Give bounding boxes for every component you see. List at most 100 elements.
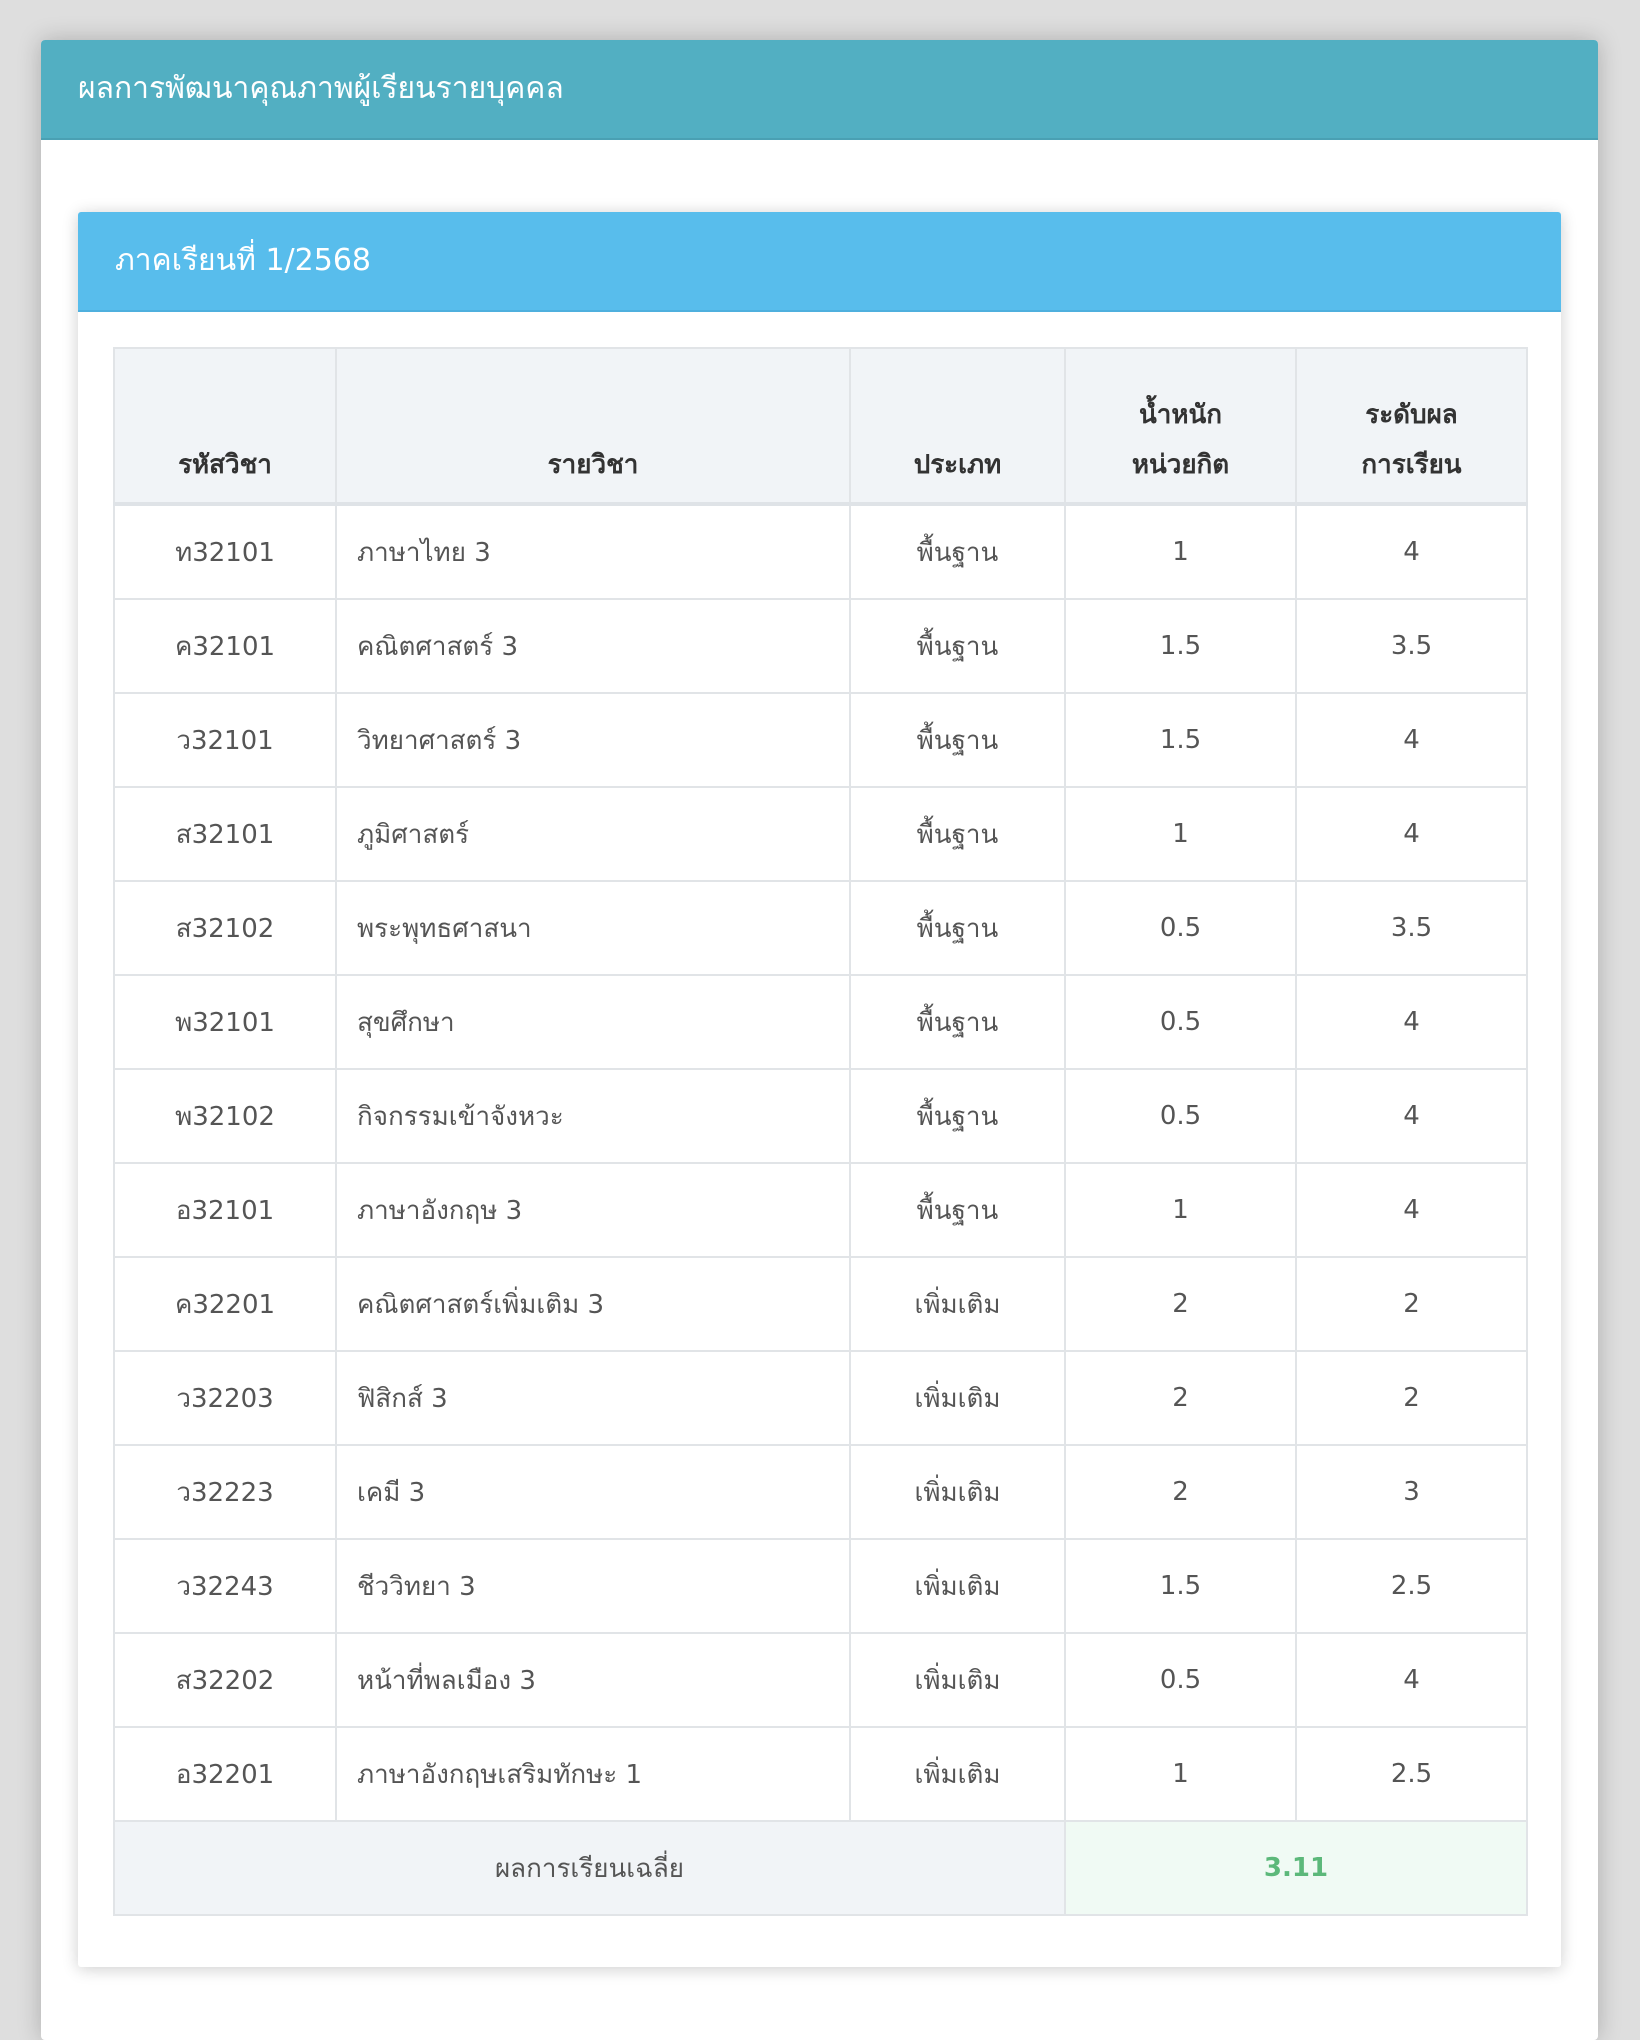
cell-grade: 4 (1295, 1632, 1528, 1728)
gpa-value: 3.11 (1064, 1820, 1528, 1916)
header-grade: ระดับผลการเรียน (1295, 347, 1528, 506)
table-row: อ32201 ภาษาอังกฤษเสริมทักษะ 1 เพิ่มเติม … (113, 1726, 1528, 1822)
cell-credit: 0.5 (1064, 1632, 1297, 1728)
cell-grade: 4 (1295, 692, 1528, 788)
cell-credit: 1 (1064, 786, 1297, 882)
cell-grade: 4 (1295, 786, 1528, 882)
cell-code: ท32101 (113, 503, 337, 600)
table-row: ส32101 ภูมิศาสตร์ พื้นฐาน 1 4 (113, 786, 1528, 882)
cell-type: เพิ่มเติม (849, 1726, 1066, 1822)
panel-title: ผลการพัฒนาคุณภาพผู้เรียนรายบุคคล (41, 40, 1598, 140)
cell-code: ส32102 (113, 880, 337, 976)
cell-type: พื้นฐาน (849, 503, 1066, 600)
header-grade-line1: ระดับผล (1365, 400, 1458, 430)
cell-credit: 2 (1064, 1350, 1297, 1446)
cell-code: อ32101 (113, 1162, 337, 1258)
cell-grade: 4 (1295, 1068, 1528, 1164)
table-row: ส32102 พระพุทธศาสนา พื้นฐาน 0.5 3.5 (113, 880, 1528, 976)
table-row: ว32203 ฟิสิกส์ 3 เพิ่มเติม 2 2 (113, 1350, 1528, 1446)
cell-code: ส32101 (113, 786, 337, 882)
cell-credit: 1.5 (1064, 692, 1297, 788)
header-credit: น้ำหนักหน่วยกิต (1064, 347, 1297, 506)
cell-code: อ32201 (113, 1726, 337, 1822)
semester-card: ภาคเรียนที่ 1/2568 รหัสวิชา รายวิชา ประเ… (78, 212, 1561, 1967)
table-row: ว32243 ชีววิทยา 3 เพิ่มเติม 1.5 2.5 (113, 1538, 1528, 1634)
cell-subject: กิจกรรมเข้าจังหวะ (335, 1068, 851, 1164)
cell-type: พื้นฐาน (849, 974, 1066, 1070)
cell-subject: คณิตศาสตร์ 3 (335, 598, 851, 694)
cell-subject: ภาษาอังกฤษเสริมทักษะ 1 (335, 1726, 851, 1822)
cell-type: พื้นฐาน (849, 598, 1066, 694)
grades-table: รหัสวิชา รายวิชา ประเภท น้ำหนัก หน่วยกิต … (113, 347, 1528, 1916)
cell-subject: วิทยาศาสตร์ 3 (335, 692, 851, 788)
cell-code: ค32201 (113, 1256, 337, 1352)
cell-type: พื้นฐาน (849, 1068, 1066, 1164)
semester-title: ภาคเรียนที่ 1/2568 (78, 212, 1561, 312)
cell-subject: พระพุทธศาสนา (335, 880, 851, 976)
cell-type: เพิ่มเติม (849, 1256, 1066, 1352)
cell-subject: ภาษาไทย 3 (335, 503, 851, 600)
gpa-row: ผลการเรียนเฉลี่ย 3.11 (113, 1820, 1528, 1916)
cell-code: พ32101 (113, 974, 337, 1070)
cell-code: ว32243 (113, 1538, 337, 1634)
cell-credit: 0.5 (1064, 974, 1297, 1070)
cell-type: พื้นฐาน (849, 1162, 1066, 1258)
cell-grade: 4 (1295, 503, 1528, 600)
table-row: ค32101 คณิตศาสตร์ 3 พื้นฐาน 1.5 3.5 (113, 598, 1528, 694)
header-grade-line2: การเรียน (1361, 450, 1462, 480)
header-code: รหัสวิชา (113, 347, 337, 506)
cell-subject: หน้าที่พลเมือง 3 (335, 1632, 851, 1728)
cell-grade: 3.5 (1295, 598, 1528, 694)
cell-code: ค32101 (113, 598, 337, 694)
cell-credit: 1 (1064, 1726, 1297, 1822)
cell-subject: ฟิสิกส์ 3 (335, 1350, 851, 1446)
cell-type: เพิ่มเติม (849, 1444, 1066, 1540)
cell-credit: 1.5 (1064, 598, 1297, 694)
table-row: ท32101 ภาษาไทย 3 พื้นฐาน 1 4 (113, 503, 1528, 600)
cell-code: ว32203 (113, 1350, 337, 1446)
cell-grade: 4 (1295, 974, 1528, 1070)
cell-type: พื้นฐาน (849, 786, 1066, 882)
cell-type: เพิ่มเติม (849, 1350, 1066, 1446)
cell-type: พื้นฐาน (849, 880, 1066, 976)
cell-subject: ภูมิศาสตร์ (335, 786, 851, 882)
table-row: ค32201 คณิตศาสตร์เพิ่มเติม 3 เพิ่มเติม 2… (113, 1256, 1528, 1352)
table-row: พ32102 กิจกรรมเข้าจังหวะ พื้นฐาน 0.5 4 (113, 1068, 1528, 1164)
cell-code: ว32101 (113, 692, 337, 788)
cell-code: ว32223 (113, 1444, 337, 1540)
cell-grade: 3 (1295, 1444, 1528, 1540)
cell-credit: 2 (1064, 1444, 1297, 1540)
table-row: ว32223 เคมี 3 เพิ่มเติม 2 3 (113, 1444, 1528, 1540)
cell-type: เพิ่มเติม (849, 1632, 1066, 1728)
cell-credit: 1 (1064, 503, 1297, 600)
table-row: ว32101 วิทยาศาสตร์ 3 พื้นฐาน 1.5 4 (113, 692, 1528, 788)
cell-grade: 2.5 (1295, 1726, 1528, 1822)
cell-grade: 2 (1295, 1256, 1528, 1352)
table-row: ส32202 หน้าที่พลเมือง 3 เพิ่มเติม 0.5 4 (113, 1632, 1528, 1728)
header-credit-line1: น้ำหนัก (1138, 400, 1223, 430)
cell-credit: 1.5 (1064, 1538, 1297, 1634)
cell-credit: 0.5 (1064, 880, 1297, 976)
cell-type: พื้นฐาน (849, 692, 1066, 788)
cell-grade: 2.5 (1295, 1538, 1528, 1634)
cell-credit: 1 (1064, 1162, 1297, 1258)
header-subject: รายวิชา (335, 347, 851, 506)
cell-code: พ32102 (113, 1068, 337, 1164)
cell-subject: คณิตศาสตร์เพิ่มเติม 3 (335, 1256, 851, 1352)
student-results-panel: ผลการพัฒนาคุณภาพผู้เรียนรายบุคคล ภาคเรีย… (41, 40, 1598, 2040)
cell-grade: 2 (1295, 1350, 1528, 1446)
cell-credit: 2 (1064, 1256, 1297, 1352)
cell-subject: เคมี 3 (335, 1444, 851, 1540)
cell-subject: สุขศึกษา (335, 974, 851, 1070)
table-row: พ32101 สุขศึกษา พื้นฐาน 0.5 4 (113, 974, 1528, 1070)
cell-grade: 3.5 (1295, 880, 1528, 976)
cell-code: ส32202 (113, 1632, 337, 1728)
header-credit-line2: หน่วยกิต (1131, 450, 1230, 480)
header-type: ประเภท (849, 347, 1066, 506)
table-header-row: รหัสวิชา รายวิชา ประเภท น้ำหนัก หน่วยกิต … (113, 347, 1528, 506)
table-row: อ32101 ภาษาอังกฤษ 3 พื้นฐาน 1 4 (113, 1162, 1528, 1258)
cell-grade: 4 (1295, 1162, 1528, 1258)
cell-type: เพิ่มเติม (849, 1538, 1066, 1634)
cell-subject: ภาษาอังกฤษ 3 (335, 1162, 851, 1258)
cell-subject: ชีววิทยา 3 (335, 1538, 851, 1634)
